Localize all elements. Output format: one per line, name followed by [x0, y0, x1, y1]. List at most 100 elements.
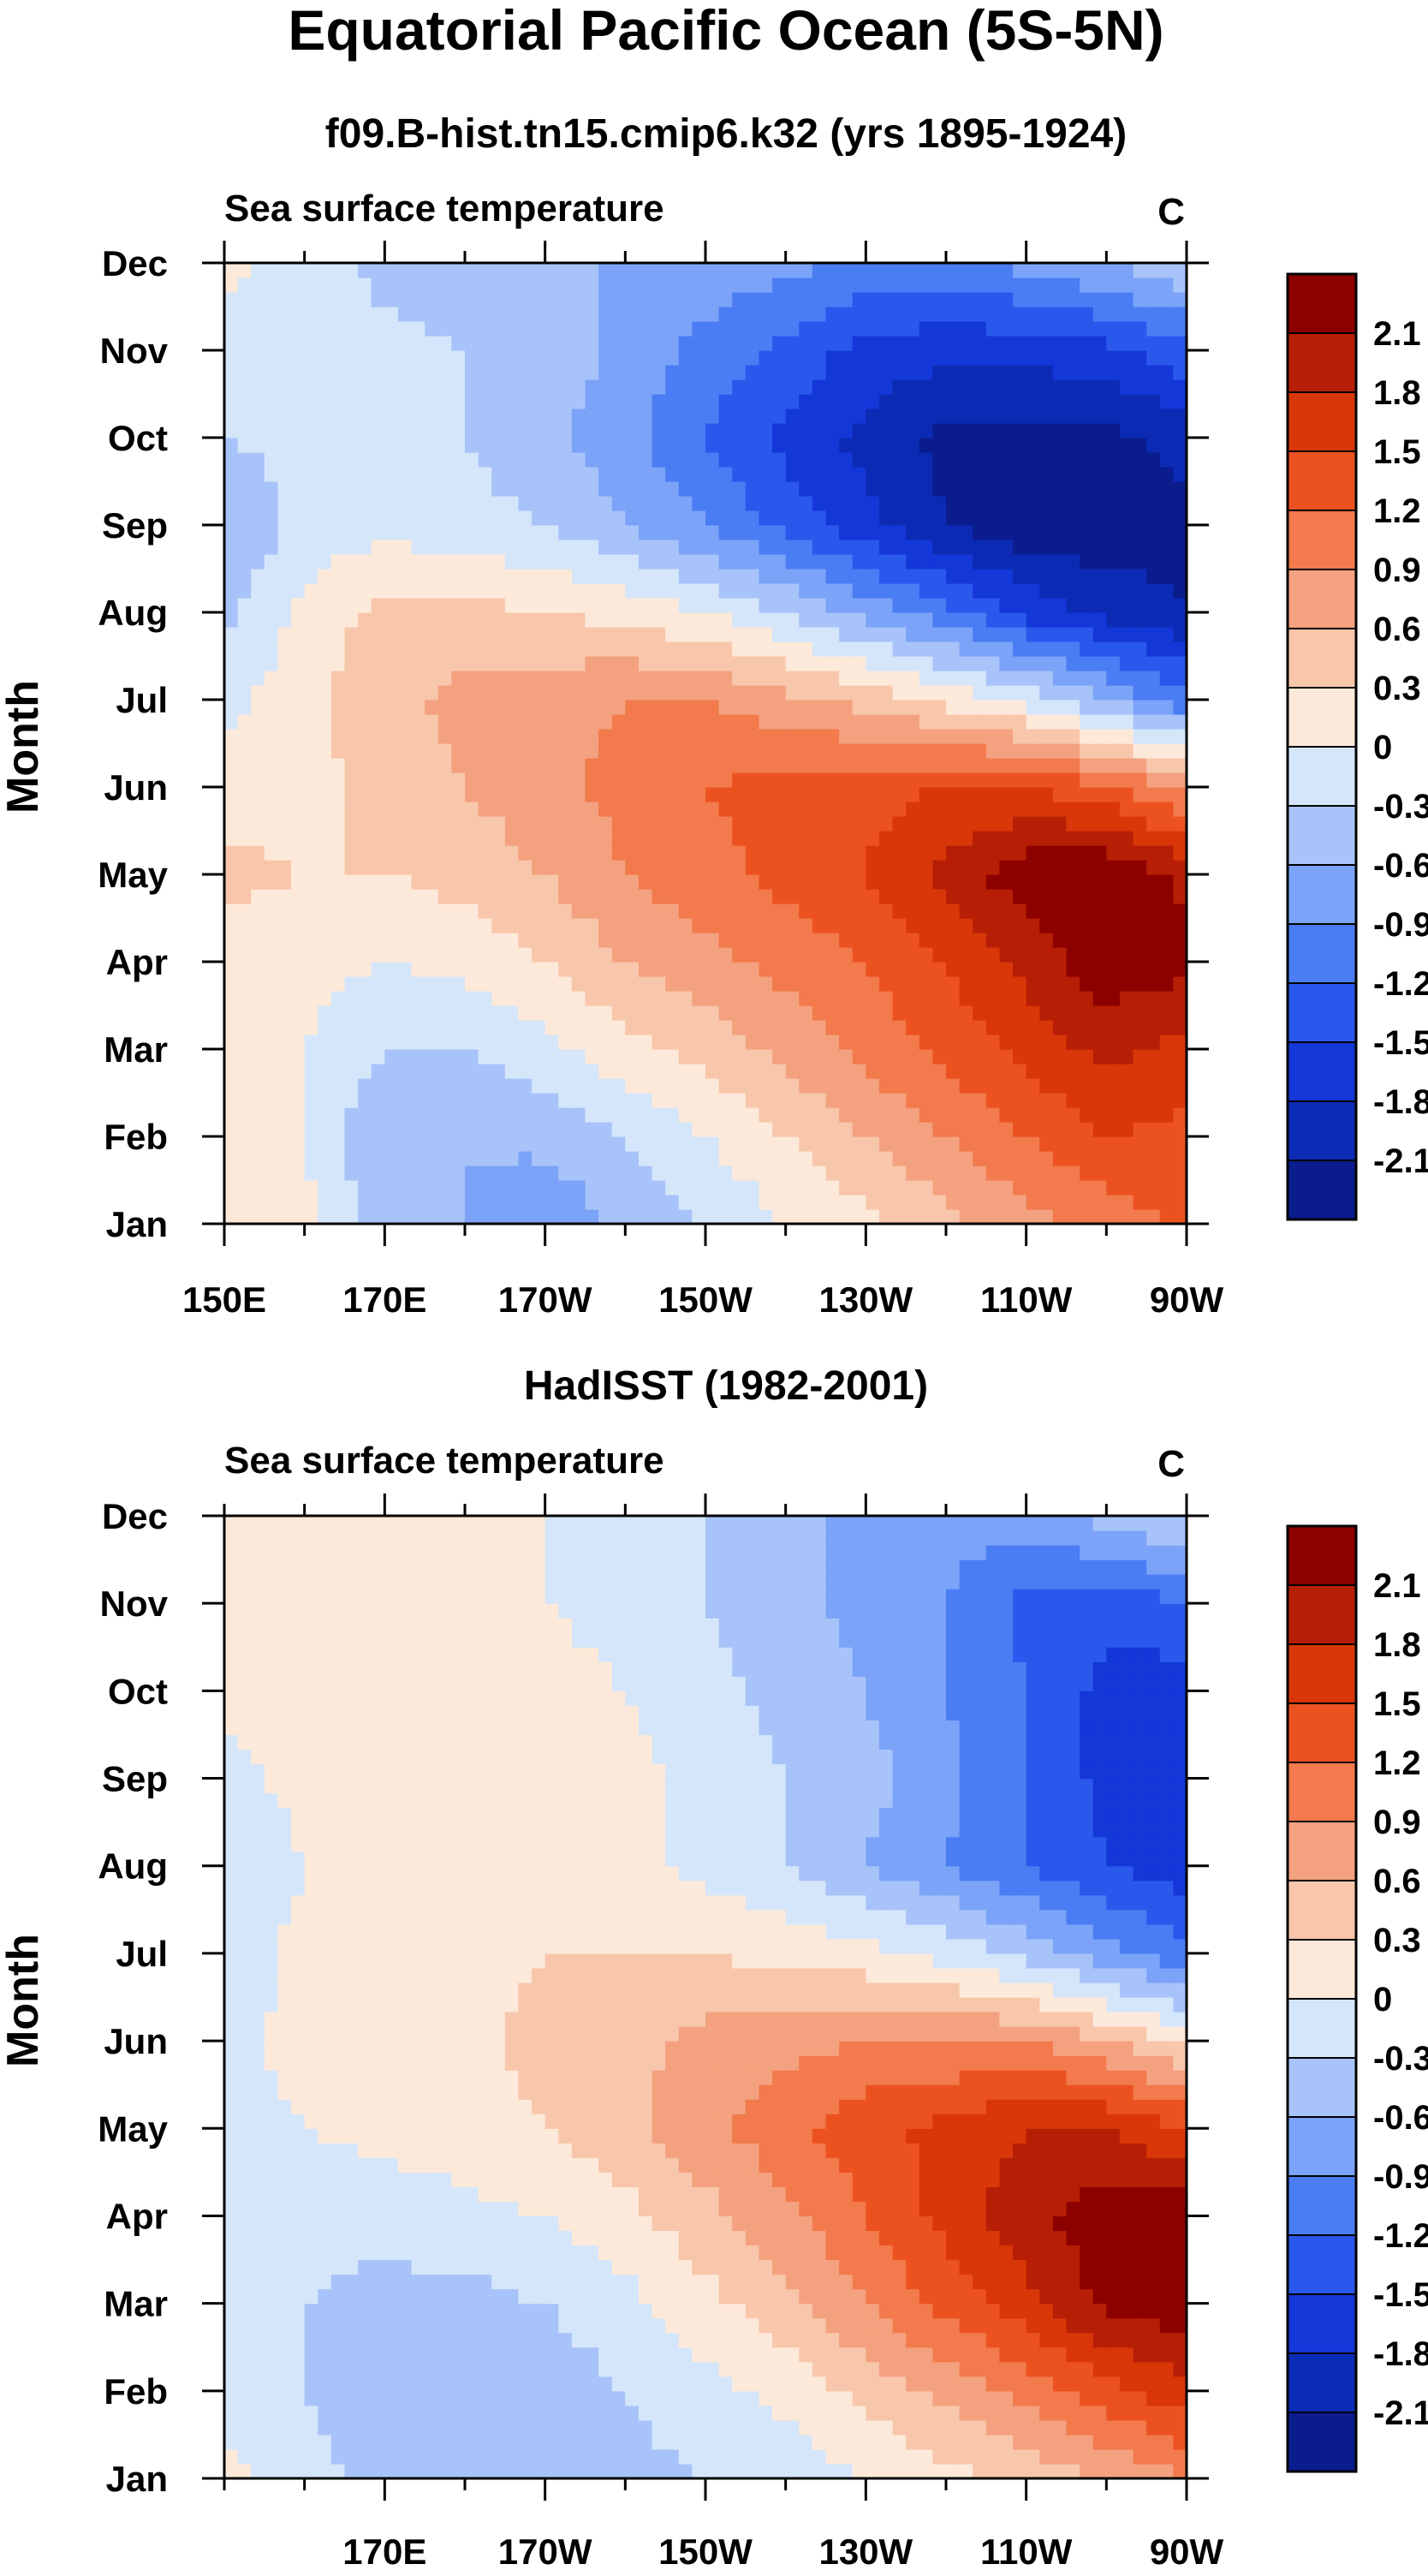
- heatmap-cell: [745, 598, 760, 613]
- heatmap-cell: [277, 1136, 292, 1152]
- heatmap-cell: [330, 933, 346, 948]
- heatmap-cell: [1039, 394, 1054, 409]
- heatmap-cell: [1052, 1180, 1068, 1196]
- heatmap-cell: [785, 379, 800, 395]
- heatmap-cell: [544, 394, 559, 409]
- heatmap-cell: [330, 554, 346, 569]
- heatmap-cell: [812, 481, 827, 497]
- heatmap-cell: [251, 743, 265, 759]
- heatmap-cell: [1039, 307, 1054, 322]
- heatmap-cell: [1052, 845, 1068, 861]
- heatmap-cell: [1080, 336, 1094, 351]
- heatmap-cell: [451, 1166, 466, 1181]
- heatmap-cell: [1066, 1107, 1080, 1123]
- heatmap-cell: [878, 947, 894, 963]
- heatmap-cell: [532, 438, 546, 453]
- heatmap-cell: [932, 1035, 947, 1050]
- heatmap-cell: [772, 845, 787, 861]
- heatmap-cell: [264, 700, 279, 715]
- heatmap-cell: [759, 1107, 773, 1123]
- heatmap-cell: [1146, 350, 1161, 366]
- heatmap-cell: [946, 379, 961, 395]
- heatmap-cell: [678, 1122, 693, 1137]
- heatmap-cell: [291, 656, 306, 671]
- heatmap-cell: [330, 991, 346, 1006]
- heatmap-cell: [759, 1035, 773, 1050]
- heatmap-cell: [504, 714, 520, 730]
- heatmap-cell: [678, 423, 693, 438]
- heatmap-cell: [705, 976, 720, 992]
- heatmap-cell: [906, 321, 920, 337]
- heatmap-cell: [772, 1049, 787, 1064]
- heatmap-cell: [465, 976, 479, 992]
- heatmap-cell: [571, 1020, 586, 1035]
- heatmap-cell: [1080, 714, 1094, 730]
- heatmap-cell: [224, 481, 239, 497]
- heatmap-cell: [1133, 976, 1147, 992]
- heatmap-cell: [852, 962, 866, 977]
- heatmap-cell: [1119, 292, 1134, 307]
- heatmap-cell: [959, 845, 973, 861]
- heatmap-cell: [678, 962, 693, 977]
- heatmap-cell: [718, 831, 733, 846]
- heatmap-cell: [532, 540, 546, 555]
- heatmap-cell: [1026, 743, 1040, 759]
- heatmap-cell: [1052, 1005, 1068, 1021]
- heatmap-cell: [1026, 467, 1040, 482]
- panel-title: HadISST (1982-2001): [524, 1363, 928, 1409]
- heatmap-cell: [839, 933, 854, 948]
- heatmap-cell: [371, 656, 385, 671]
- heatmap-cell: [1119, 1020, 1134, 1035]
- heatmap-cell: [638, 583, 653, 599]
- heatmap-cell: [304, 1151, 318, 1166]
- heatmap-cell: [878, 1180, 894, 1196]
- heatmap-cell: [544, 802, 559, 817]
- heatmap-cell: [598, 496, 613, 511]
- heatmap-cell: [852, 743, 866, 759]
- heatmap-cell: [277, 1078, 292, 1094]
- heatmap-cell: [946, 1093, 961, 1108]
- heatmap-cell: [251, 1166, 265, 1181]
- heatmap-cell: [878, 816, 894, 832]
- heatmap-cell: [732, 1035, 747, 1050]
- heatmap-cell: [491, 1064, 506, 1079]
- heatmap-cell: [598, 438, 613, 453]
- heatmap-cell: [866, 277, 880, 293]
- heatmap-cell: [224, 700, 239, 715]
- heatmap-cell: [638, 379, 653, 395]
- heatmap-cell: [772, 277, 787, 293]
- heatmap-cell: [985, 2448, 1001, 2465]
- heatmap-cell: [371, 1064, 385, 1079]
- heatmap-cell: [291, 889, 306, 904]
- heatmap-cell: [973, 729, 987, 744]
- heatmap-cell: [598, 1195, 613, 1210]
- heatmap-cell: [491, 569, 506, 584]
- heatmap-cell: [985, 583, 1001, 599]
- heatmap-cell: [959, 394, 973, 409]
- heatmap-cell: [638, 1209, 653, 1225]
- heatmap-cell: [344, 394, 359, 409]
- heatmap-cell: [999, 408, 1014, 424]
- heatmap-cell: [1159, 685, 1174, 701]
- heatmap-cell: [571, 598, 586, 613]
- heatmap-cell: [812, 1078, 827, 1094]
- heatmap-cell: [544, 1035, 559, 1050]
- heatmap-cell: [237, 598, 252, 613]
- heatmap-cell: [638, 758, 653, 773]
- heatmap-cell: [759, 947, 773, 963]
- heatmap-cell: [465, 889, 479, 904]
- heatmap-cell: [866, 714, 880, 730]
- heatmap-cell: [291, 452, 306, 468]
- heatmap-cell: [678, 583, 693, 599]
- heatmap-cell: [585, 874, 599, 890]
- heatmap-cell: [812, 423, 827, 438]
- heatmap-cell: [491, 481, 506, 497]
- heatmap-cell: [1039, 365, 1054, 380]
- heatmap-cell: [678, 365, 693, 380]
- heatmap-cell: [1133, 350, 1147, 366]
- heatmap-cell: [892, 510, 907, 526]
- heatmap-cell: [264, 423, 279, 438]
- heatmap-cell: [812, 729, 827, 744]
- heatmap-cell: [852, 277, 866, 293]
- heatmap-cell: [665, 1064, 680, 1079]
